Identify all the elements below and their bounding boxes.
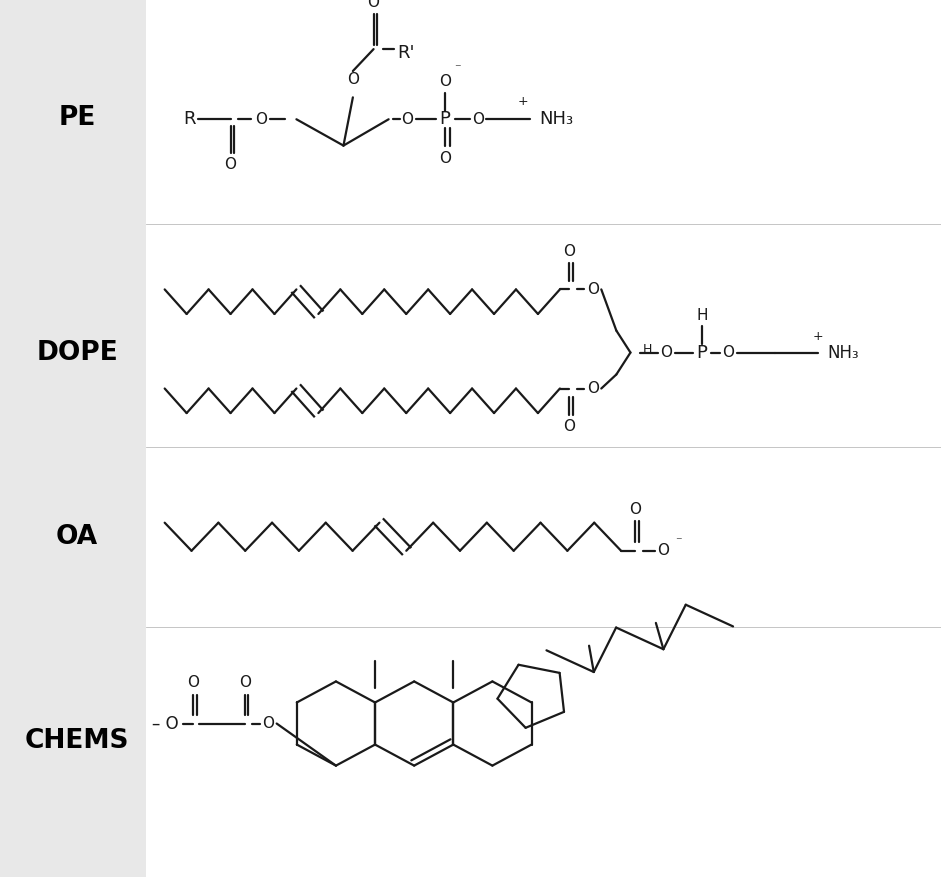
Text: O: O bbox=[630, 502, 641, 517]
Text: O: O bbox=[439, 74, 451, 89]
Text: O: O bbox=[587, 381, 598, 396]
Text: O: O bbox=[564, 418, 575, 434]
Text: PE: PE bbox=[58, 105, 96, 132]
Text: O: O bbox=[472, 111, 484, 127]
Text: O: O bbox=[564, 244, 575, 260]
Text: +: + bbox=[812, 331, 823, 343]
Text: P: P bbox=[439, 111, 451, 128]
Text: OA: OA bbox=[56, 524, 98, 550]
Text: H: H bbox=[696, 308, 708, 324]
Text: O: O bbox=[402, 111, 413, 127]
Text: O: O bbox=[439, 151, 451, 167]
Text: O: O bbox=[255, 111, 266, 127]
Text: O: O bbox=[187, 674, 199, 690]
Text: +: + bbox=[518, 96, 529, 108]
Text: ⁻: ⁻ bbox=[454, 62, 461, 75]
Text: O: O bbox=[658, 543, 669, 559]
Text: ⁻: ⁻ bbox=[675, 536, 682, 548]
Text: O: O bbox=[225, 157, 236, 173]
Text: NH₃: NH₃ bbox=[827, 344, 859, 361]
Text: O: O bbox=[723, 345, 734, 360]
Text: – O: – O bbox=[152, 715, 179, 732]
Text: NH₃: NH₃ bbox=[539, 111, 573, 128]
Text: DOPE: DOPE bbox=[37, 339, 118, 366]
Text: O: O bbox=[263, 716, 274, 731]
FancyBboxPatch shape bbox=[146, 0, 941, 877]
Text: O: O bbox=[587, 282, 598, 297]
Text: O: O bbox=[368, 0, 379, 11]
Text: O: O bbox=[661, 345, 672, 360]
Text: R: R bbox=[183, 111, 196, 128]
Text: P: P bbox=[696, 344, 708, 361]
Text: O: O bbox=[347, 72, 359, 88]
Text: R': R' bbox=[397, 45, 415, 62]
Text: CHEMS: CHEMS bbox=[24, 728, 130, 754]
Text: O: O bbox=[239, 674, 250, 690]
Text: H: H bbox=[643, 343, 652, 355]
